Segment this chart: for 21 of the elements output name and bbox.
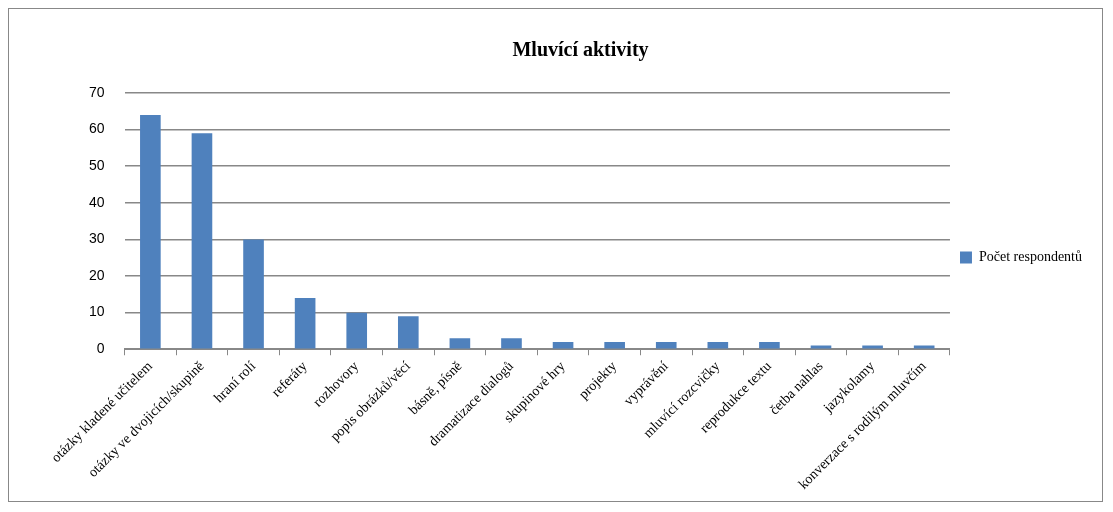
y-tick-label: 50 <box>88 157 105 174</box>
y-tick-label: 40 <box>88 193 105 210</box>
bar <box>346 312 368 349</box>
y-tick-label: 10 <box>88 303 105 320</box>
bar <box>604 341 625 349</box>
bar <box>501 338 522 349</box>
y-tick-label: 30 <box>88 230 105 247</box>
bar <box>759 341 780 349</box>
bar <box>655 341 677 349</box>
bar <box>397 316 419 349</box>
bar <box>191 133 213 349</box>
bar <box>140 114 161 349</box>
y-tick-label: 0 <box>96 340 105 357</box>
bar <box>294 297 316 349</box>
y-tick-label: 20 <box>88 266 105 283</box>
bar <box>243 239 264 349</box>
y-tick-label: 60 <box>88 120 105 137</box>
chart-title: Mluvící aktivity <box>512 38 649 62</box>
legend-label: Počet respondentů <box>978 249 1082 265</box>
bar <box>449 338 471 349</box>
y-tick-label: 70 <box>88 83 105 100</box>
